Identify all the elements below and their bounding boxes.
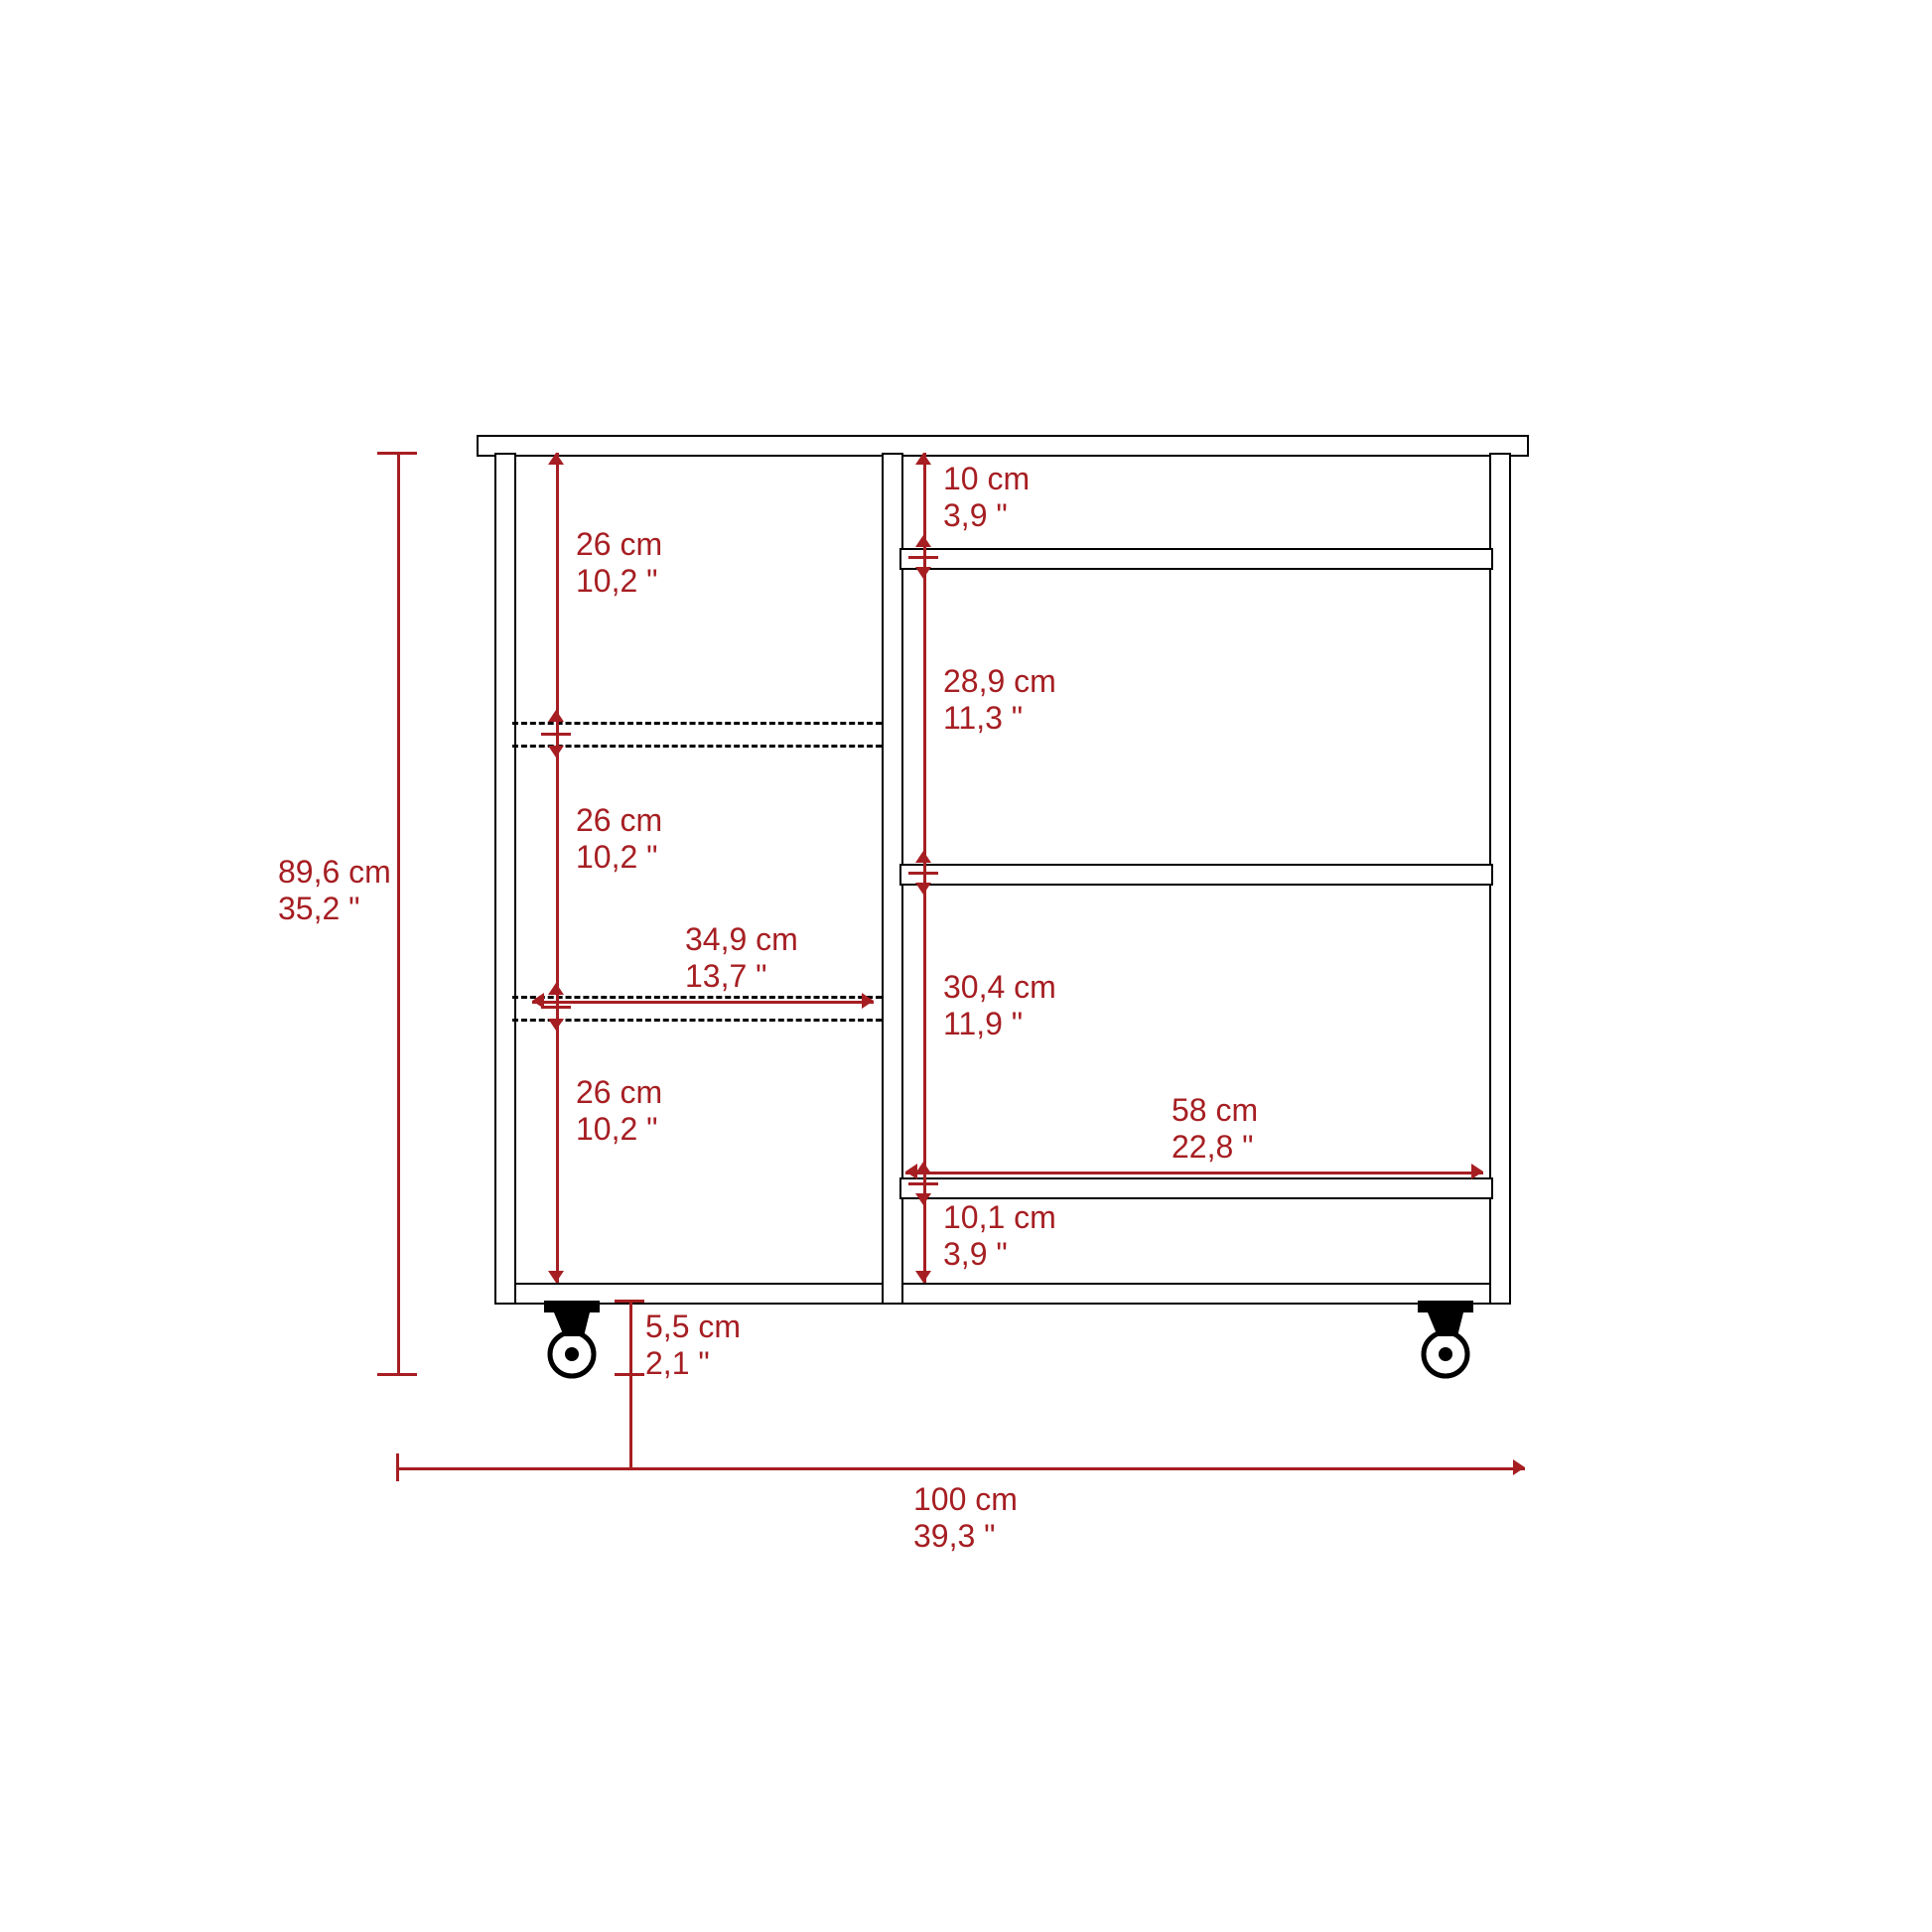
adjustable-shelf-1a (512, 722, 882, 725)
caster-icon (532, 1301, 612, 1380)
right-section-2-label: 28,9 cm 11,3 " (943, 663, 1056, 737)
arrow-icon (548, 983, 564, 995)
arrow-icon (548, 746, 564, 758)
caster-height-label: 5,5 cm 2,1 " (645, 1309, 741, 1382)
arrow-icon (862, 993, 874, 1009)
left-width-label: 34,9 cm 13,7 " (685, 921, 798, 995)
arrow-icon (548, 1271, 564, 1283)
arrow-icon (915, 453, 931, 465)
arrow-icon (915, 535, 931, 547)
adjustable-shelf-1b (512, 745, 882, 748)
bottom-panel (494, 1283, 1511, 1305)
left-side (494, 453, 516, 1305)
arrow-icon (1513, 1459, 1525, 1475)
arrow-icon (532, 993, 544, 1009)
adjustable-shelf-2b (512, 1019, 882, 1022)
right-section-1-label: 10 cm 3,9 " (943, 461, 1030, 534)
arrow-icon (905, 1164, 917, 1179)
arrow-icon (548, 453, 564, 465)
arrow-icon (915, 1271, 931, 1283)
arrow-icon (915, 851, 931, 863)
overall-height-label: 89,6 cm 35,2 " (278, 854, 391, 927)
caster-icon (1406, 1301, 1485, 1380)
right-section-4-label: 10,1 cm 3,9 " (943, 1199, 1056, 1273)
left-section-2-label: 26 cm 10,2 " (576, 802, 662, 876)
arrow-icon (548, 1019, 564, 1031)
shelf-r2 (899, 864, 1493, 886)
arrow-icon (915, 883, 931, 895)
shelf-r1 (899, 548, 1493, 570)
arrow-icon (548, 710, 564, 722)
right-width-label: 58 cm 22,8 " (1172, 1092, 1258, 1166)
adjustable-shelf-2a (512, 996, 882, 999)
right-section-3-label: 30,4 cm 11,9 " (943, 969, 1056, 1042)
left-section-3-label: 26 cm 10,2 " (576, 1074, 662, 1148)
dimension-diagram: 89,6 cm 35,2 " 100 cm 39,3 " 5,5 cm 2,1 " 2… (0, 0, 1932, 1932)
arrow-icon (915, 567, 931, 579)
overall-width-label: 100 cm 39,3 " (913, 1481, 1018, 1555)
left-section-1-label: 26 cm 10,2 " (576, 526, 662, 600)
shelf-r3 (899, 1177, 1493, 1199)
arrow-icon (915, 1193, 931, 1205)
arrow-icon (1471, 1164, 1483, 1179)
top-panel (477, 435, 1529, 457)
